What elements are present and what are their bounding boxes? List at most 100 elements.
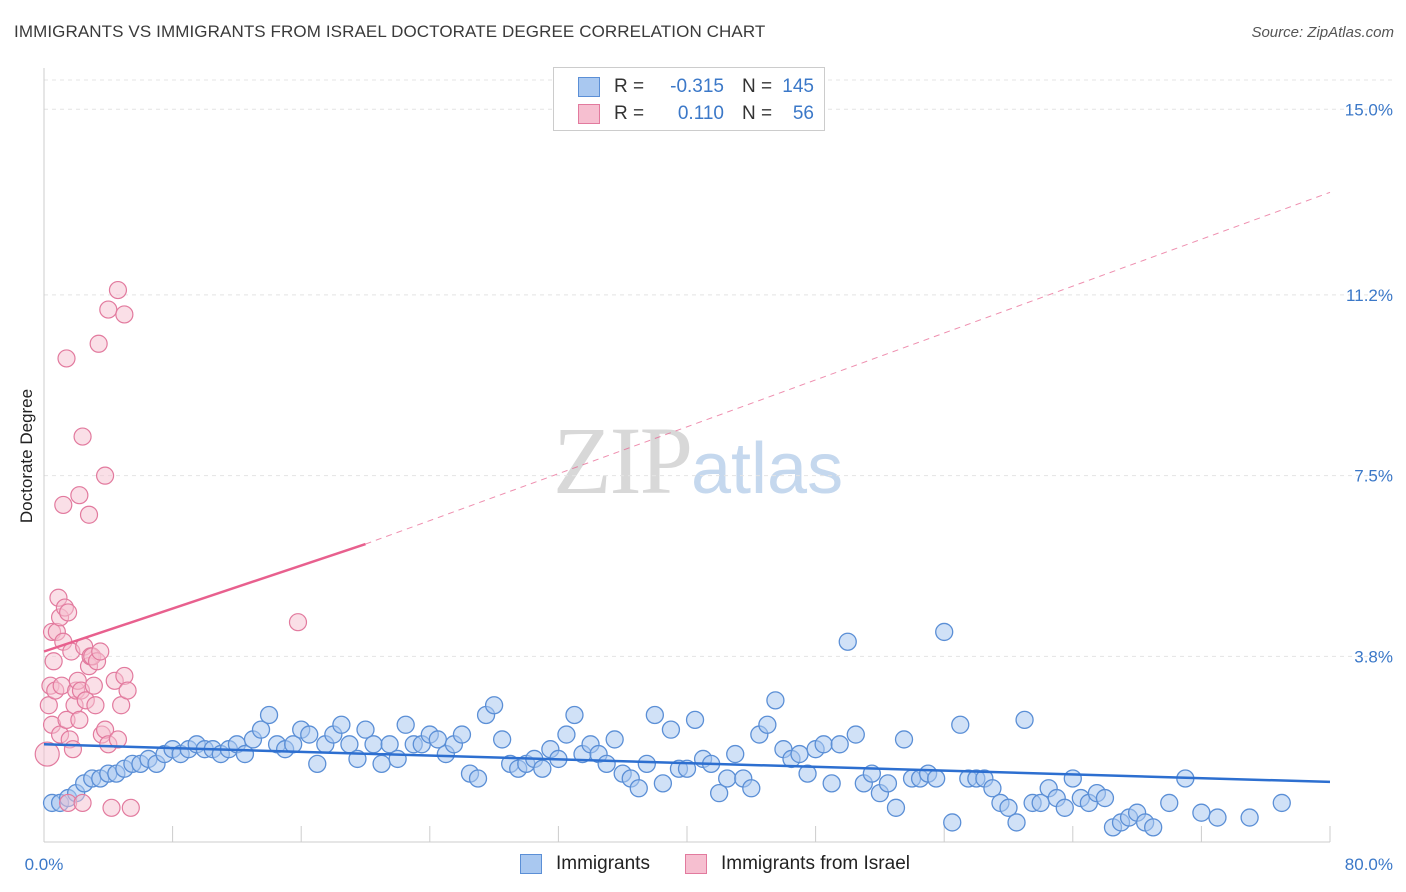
bottom-legend-immigrants: Immigrants xyxy=(520,853,650,875)
legend-swatch-blue xyxy=(578,77,600,97)
immigrants-trend-line xyxy=(43,743,1331,784)
israel-trend-line xyxy=(43,542,366,653)
legend-r-value: 0.110 xyxy=(677,103,724,124)
israel-point xyxy=(108,280,128,300)
immigrants-point xyxy=(597,754,616,773)
israel-point xyxy=(89,334,108,353)
israel-point xyxy=(84,676,103,695)
immigrants-point xyxy=(308,754,327,773)
immigrants-point xyxy=(822,774,841,793)
legend-n-value: 145 xyxy=(782,76,814,97)
israel-point xyxy=(73,427,92,446)
legend-r-label: R = xyxy=(614,76,645,97)
immigrants-point xyxy=(886,798,906,817)
israel-point xyxy=(63,740,83,759)
immigrants-point xyxy=(332,715,351,734)
israel-trend-extension xyxy=(365,191,1331,545)
y-tick-label: 15.0% xyxy=(1345,100,1393,119)
immigrants-point xyxy=(798,764,817,783)
israel-point xyxy=(115,305,134,324)
tick-labels: 3.8% 7.5% 11.2% 15.0% 0.0% 80.0% xyxy=(25,100,1393,874)
watermark-zip: ZIP xyxy=(553,407,693,514)
immigrants-point xyxy=(1015,710,1034,730)
immigrants-point xyxy=(1208,808,1227,827)
immigrants-point xyxy=(742,779,761,798)
immigrants-point xyxy=(710,784,729,803)
bottom-legend-swatch-blue xyxy=(520,854,542,874)
immigrants-point xyxy=(685,710,705,730)
bottom-legend-swatch-pink xyxy=(685,854,707,874)
immigrants-point xyxy=(661,720,681,739)
immigrants-point xyxy=(452,725,472,744)
israel-point xyxy=(115,666,134,686)
bottom-legend-israel: Immigrants from Israel xyxy=(685,853,910,875)
immigrants-point xyxy=(951,715,970,734)
watermark-atlas: atlas xyxy=(691,429,844,509)
israel-point xyxy=(54,495,73,515)
immigrants-point xyxy=(758,715,777,734)
legend-swatch-pink xyxy=(578,104,600,124)
immigrants-point xyxy=(1160,793,1179,813)
immigrants-point xyxy=(364,735,383,754)
israel-points xyxy=(34,280,308,817)
y-tick-label: 3.8% xyxy=(1354,647,1393,666)
immigrants-point xyxy=(718,769,737,788)
immigrants-point xyxy=(878,774,898,793)
legend-n-label: N = xyxy=(742,76,773,97)
legend: R = -0.315 N = 145 R = 0.110 N = 56 xyxy=(553,67,825,131)
israel-point xyxy=(59,603,78,622)
israel-point xyxy=(288,613,308,632)
axes xyxy=(43,68,1331,843)
source-label: Source: ZipAtlas.com xyxy=(1251,24,1394,41)
immigrants-point xyxy=(605,730,624,749)
immigrants-point xyxy=(492,730,512,749)
immigrants-point xyxy=(814,735,833,754)
trend-lines xyxy=(43,191,1331,784)
legend-r-label: R = xyxy=(614,103,645,124)
immigrants-point xyxy=(943,813,962,832)
legend-row-israel: R = 0.110 N = 56 xyxy=(578,101,814,127)
immigrants-point xyxy=(846,725,865,744)
grid xyxy=(44,79,1395,657)
israel-point xyxy=(70,486,89,505)
israel-point xyxy=(95,466,115,485)
immigrants-point xyxy=(1063,769,1082,788)
immigrants-point xyxy=(380,735,399,754)
chart-title: IMMIGRANTS VS IMMIGRANTS FROM ISRAEL DOC… xyxy=(14,22,766,41)
x-tick-label: 80.0% xyxy=(1345,855,1393,874)
israel-point xyxy=(34,741,60,767)
israel-point xyxy=(121,798,140,817)
immigrants-point xyxy=(927,769,946,788)
immigrants-point xyxy=(1144,818,1163,837)
israel-point xyxy=(91,642,110,661)
immigrants-point xyxy=(396,715,415,734)
bottom-legend-label: Immigrants xyxy=(556,853,650,874)
immigrants-point xyxy=(830,735,849,754)
immigrants-point xyxy=(637,754,656,773)
y-tick-label: 7.5% xyxy=(1354,467,1393,486)
y-tick-label: 11.2% xyxy=(1346,286,1393,305)
immigrants-point xyxy=(557,725,576,744)
israel-point xyxy=(70,710,89,729)
legend-n-value: 56 xyxy=(792,103,814,124)
bottom-legend-label: Immigrants from Israel xyxy=(721,853,910,874)
israel-point xyxy=(44,652,63,671)
immigrants-point xyxy=(533,759,552,778)
immigrants-point xyxy=(645,705,664,725)
immigrants-point xyxy=(1007,813,1026,832)
immigrants-point xyxy=(999,798,1018,817)
immigrants-point xyxy=(372,754,391,773)
israel-point xyxy=(118,681,137,700)
immigrants-point xyxy=(790,744,809,764)
immigrants-point xyxy=(1095,788,1115,808)
immigrants-point xyxy=(838,632,857,651)
immigrants-point xyxy=(766,691,785,710)
x-tick-label: 0.0% xyxy=(25,855,64,874)
immigrants-point xyxy=(259,705,279,725)
immigrants-point xyxy=(1240,808,1259,827)
immigrants-point xyxy=(565,705,584,725)
immigrants-point xyxy=(629,779,648,798)
immigrants-point xyxy=(1055,798,1074,817)
watermark: ZIPatlas xyxy=(553,405,843,516)
